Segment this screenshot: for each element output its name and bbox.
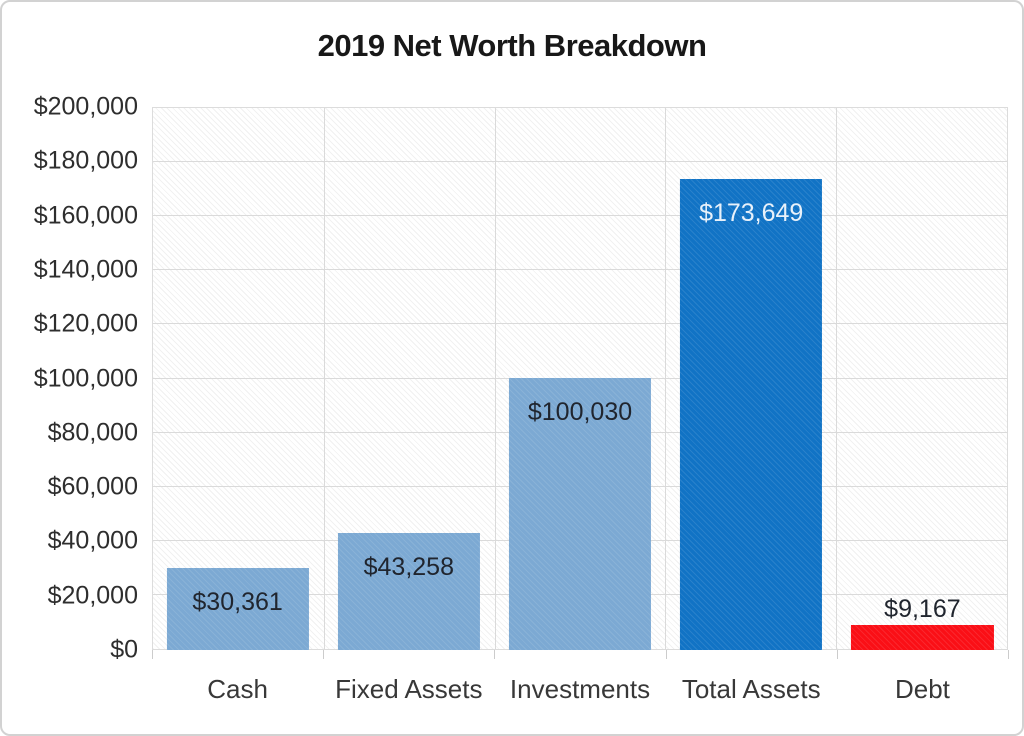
x-axis-category-label-investments: Investments: [509, 674, 651, 704]
bar-cell-fixed-assets: $43,258: [323, 107, 494, 650]
x-axis-tick-mark: [836, 650, 838, 659]
x-axis-category-label-fixed-assets: Fixed Assets: [335, 674, 483, 704]
bar-debt: $9,167: [851, 597, 994, 650]
bar-value-label-cash: $30,361: [192, 587, 283, 616]
bar-total-assets: $173,649: [680, 178, 823, 650]
horizontal-gridline: [153, 161, 1007, 163]
y-axis-tick-label: $160,000: [33, 201, 138, 230]
y-axis-tick-label: $80,000: [47, 418, 138, 447]
bar-fixed-assets: $43,258: [337, 532, 480, 650]
y-axis-tick-label: $100,000: [33, 364, 138, 392]
x-axis-category-label-cash: Cash: [207, 674, 268, 704]
horizontal-gridline: [153, 377, 1007, 379]
x-axis-category-label-total-assets: Total Assets: [681, 674, 821, 704]
y-axis-tick-label: $60,000: [47, 472, 138, 501]
x-axis-category-label-debt: Debt: [894, 674, 950, 704]
horizontal-gridline: [153, 215, 1007, 217]
x-axis-tick-mark: [1008, 650, 1009, 659]
bar-value-label-debt: $9,167: [884, 595, 961, 624]
vertical-gridline: [836, 108, 838, 649]
chart-title: 2019 Net Worth Breakdown: [317, 28, 707, 63]
y-axis-tick-label: $0: [110, 635, 138, 664]
horizontal-gridline: [153, 269, 1007, 271]
bar-value-label-fixed-assets: $43,258: [363, 552, 454, 581]
y-axis-tick-label: $200,000: [33, 92, 138, 121]
x-axis: Cash Fixed Assets Investments Total Assets D…: [152, 674, 1008, 705]
y-axis-tick-label: $40,000: [47, 526, 138, 555]
vertical-gridline: [665, 108, 667, 649]
bar-cash: $30,361: [166, 567, 309, 650]
y-axis-tick-label: $180,000: [33, 146, 138, 175]
horizontal-gridline: [153, 323, 1007, 325]
x-axis-tick-mark: [323, 650, 325, 659]
y-axis: $0 $20,000 $40,000 $60,000 $80,000 $100,000 $1…: [2, 93, 138, 664]
x-axis-tick-mark: [665, 650, 667, 659]
vertical-gridline: [323, 108, 325, 649]
bars-layer: $30,361 $43,258 $100,030 $173,649 $9,167: [152, 107, 1008, 650]
y-axis-tick-label: $140,000: [33, 255, 138, 284]
bar-investments: $100,030: [508, 378, 652, 650]
bar-value-label-total-assets: $173,649: [699, 198, 804, 227]
bar-cell-investments: $100,030: [494, 107, 665, 650]
bar-cell-total-assets: $173,649: [666, 107, 837, 650]
bar-cell-debt: $9,167: [837, 107, 1008, 650]
bar-value-label-investments: $100,030: [527, 398, 633, 427]
vertical-gridline: [494, 108, 496, 649]
y-axis-tick-label: $120,000: [33, 309, 138, 338]
x-axis-tick-mark: [494, 650, 496, 659]
x-axis-tick-mark: [152, 650, 153, 659]
y-axis-tick-label: $20,000: [47, 581, 138, 610]
bar-cell-cash: $30,361: [152, 107, 323, 650]
